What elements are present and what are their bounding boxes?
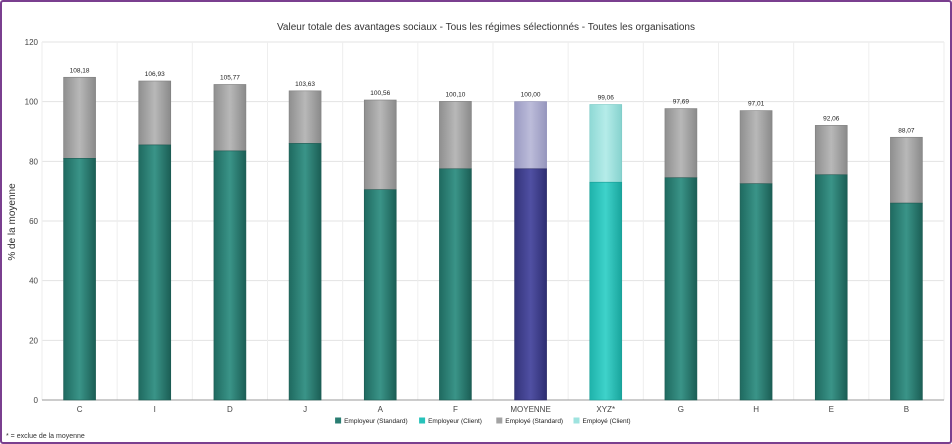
footnote: * = exclue de la moyenne — [6, 433, 85, 440]
y-tick-label: 120 — [25, 38, 39, 47]
x-tick-label: H — [753, 405, 759, 414]
x-tick-label: J — [303, 405, 307, 414]
bar-segment-employer — [814, 174, 848, 401]
legend-label: Employé (Standard) — [505, 418, 563, 425]
x-tick-label: E — [829, 405, 834, 414]
bar-segment-employer — [664, 177, 698, 401]
bar-segment-employer — [439, 168, 472, 401]
bar-segment-employer — [63, 158, 96, 401]
bar-segment-employer — [363, 189, 397, 401]
bar-segment-employee — [739, 110, 773, 185]
value-label: 106,93 — [145, 71, 165, 78]
y-tick-label: 80 — [29, 157, 38, 166]
bar-segment-employee — [589, 104, 623, 183]
legend-swatch — [496, 417, 503, 424]
x-tick-label: D — [227, 405, 233, 414]
bar-segment-employer — [138, 144, 172, 401]
value-label: 97,69 — [673, 99, 690, 106]
bar-segment-employee — [213, 84, 247, 152]
bar-segment-employer — [514, 168, 547, 401]
legend-swatch — [419, 417, 426, 424]
y-tick-label: 100 — [25, 98, 39, 107]
value-label: 100,10 — [445, 91, 465, 98]
value-label: 99,06 — [598, 94, 615, 101]
x-tick-label: C — [77, 405, 83, 414]
bar-segment-employer — [589, 181, 623, 401]
legend-swatch — [335, 417, 342, 424]
legend-label: Employeur (Client) — [428, 418, 482, 425]
bar-segment-employer — [739, 183, 773, 401]
x-tick-label: A — [378, 405, 384, 414]
value-label: 108,18 — [70, 67, 90, 74]
value-label: 103,63 — [295, 81, 315, 88]
x-tick-label: XYZ* — [596, 405, 615, 414]
x-tick-label: I — [154, 405, 156, 414]
bar-segment-employer — [890, 202, 923, 401]
legend-label: Employé (Client) — [583, 418, 631, 425]
value-label: 105,77 — [220, 74, 240, 81]
x-tick-label: G — [678, 405, 684, 414]
bar-segment-employee — [288, 90, 322, 144]
legend-label: Employeur (Standard) — [344, 418, 408, 425]
value-label: 97,01 — [748, 101, 765, 108]
x-tick-label: MOYENNE — [510, 405, 550, 414]
chart-title: Valeur totale des avantages sociaux - To… — [277, 22, 695, 33]
value-label: 100,56 — [370, 90, 390, 97]
value-label: 88,07 — [898, 127, 915, 134]
bar-segment-employee — [363, 99, 397, 190]
legend-swatch — [573, 417, 580, 424]
bar-segment-employee — [814, 125, 848, 176]
bar-segment-employee — [890, 136, 923, 204]
bar-segment-employee — [138, 80, 172, 146]
y-tick-label: 0 — [34, 396, 39, 405]
value-label: 100,00 — [521, 92, 541, 99]
bar-segment-employee — [664, 108, 698, 179]
bar-segment-employee — [439, 101, 472, 170]
y-axis-label: % de la moyenne — [7, 183, 18, 261]
y-tick-label: 20 — [29, 336, 38, 345]
bar-segment-employer — [213, 150, 247, 401]
bar-segment-employer — [288, 143, 322, 401]
bar-segment-employee — [63, 76, 96, 159]
x-tick-label: B — [904, 405, 909, 414]
x-tick-label: F — [453, 405, 458, 414]
bar-segment-employee — [514, 101, 547, 170]
y-tick-label: 40 — [29, 277, 38, 286]
y-tick-label: 60 — [29, 217, 38, 226]
value-label: 92,06 — [823, 115, 840, 122]
